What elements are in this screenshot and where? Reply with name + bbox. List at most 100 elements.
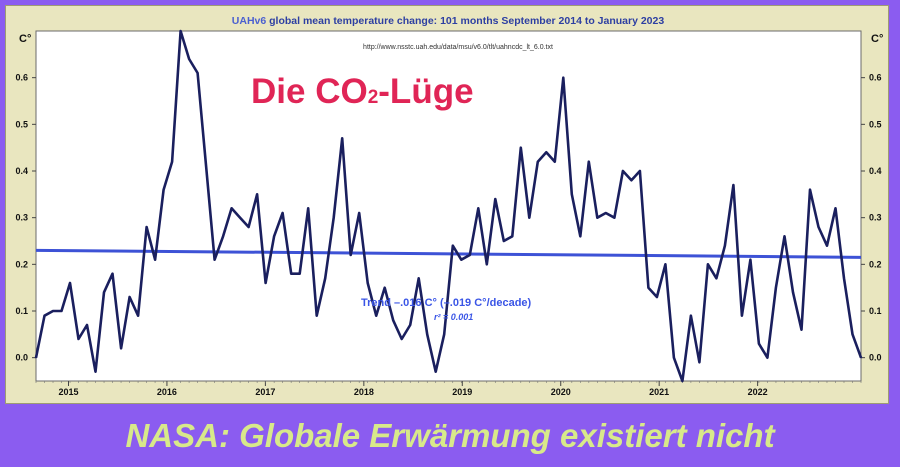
data-point [298,272,301,275]
data-point [205,165,207,168]
data-point [528,216,531,219]
data-point [171,160,173,163]
data-point [52,310,54,312]
data-point [366,282,369,284]
data-point [145,226,148,228]
data-point [120,347,122,350]
data-point [460,258,463,261]
trend-label: Trend –.016 C° (–.019 C°/decade) [361,297,532,309]
data-point [622,170,624,172]
plot-area [35,30,862,382]
chart-title-brand: UAHv6 [231,15,267,27]
y-tick-label-left: 0.2 [15,259,28,269]
data-point [732,184,735,186]
y-tick-label-right: 0.0 [869,353,882,363]
x-tick-label: 2017 [255,387,275,397]
data-point [639,170,641,172]
data-point [690,314,692,317]
data-point [834,207,837,210]
y-tick-label-right: 0.1 [869,306,882,316]
data-point [673,356,675,359]
x-tick-label: 2019 [452,387,472,397]
data-point [630,179,633,182]
data-point [307,207,309,210]
data-point [571,193,573,196]
data-point [103,291,105,294]
data-point [222,235,224,238]
data-point [409,324,412,326]
x-tick-label: 2015 [58,387,78,397]
data-point [358,212,360,214]
y-tick-label-left: 0.0 [15,353,28,363]
data-point [562,76,565,79]
data-point [273,235,275,238]
data-point [800,328,803,331]
x-tick-label: 2020 [551,387,571,397]
y-tick-label-right: 0.4 [869,166,882,176]
data-point [375,314,378,317]
data-point [647,286,650,289]
y-unit-right: C° [871,33,884,45]
data-point [715,277,718,280]
overlay-title-end: -Lüge [378,72,474,111]
data-point [698,361,701,364]
data-point [707,263,709,266]
data-point [86,324,88,326]
data-point [511,235,514,238]
y-tick-label-right: 0.2 [869,259,882,269]
data-point [111,272,114,275]
chart-title-text: global mean temperature change: 101 mont… [266,15,665,27]
data-point [664,263,667,266]
data-point [60,310,63,312]
data-point [239,216,241,219]
data-point [154,258,156,261]
data-point [817,226,820,228]
y-tick-label-left: 0.5 [15,119,28,129]
x-tick-label: 2021 [649,387,669,397]
data-point [502,240,505,242]
data-point [341,137,343,140]
data-point [579,235,582,238]
temperature-series-line [34,29,863,383]
data-point [69,282,71,284]
x-tick-label: 2016 [157,387,177,397]
data-point [179,30,182,32]
data-point [741,314,743,317]
y-tick-label-left: 0.6 [15,73,28,83]
data-point [324,277,326,280]
data-point [256,193,258,196]
data-point [545,151,548,154]
chart-title: UAHv6 global mean temperature change: 10… [6,15,890,27]
overlay-title: Die CO2-Lüge [251,72,474,112]
data-point [332,216,335,219]
data-point [247,226,250,228]
data-point [613,216,616,219]
data-point [596,216,599,219]
data-point [656,296,658,298]
data-point [860,356,862,359]
data-point [792,291,794,294]
data-point [468,254,471,256]
data-point [128,296,131,298]
x-tick-label: 2018 [354,387,374,397]
data-point [783,235,786,238]
data-point [426,333,429,336]
data-point [681,380,684,382]
data-point [281,212,284,214]
data-point [766,356,769,359]
data-point [392,319,395,322]
data-point [809,188,811,191]
data-point [554,160,556,163]
y-tick-label-right: 0.3 [869,213,882,223]
data-point [213,258,216,261]
y-tick-label-left: 0.1 [15,306,28,316]
data-point [315,314,318,317]
data-point [188,58,190,60]
data-point [196,72,199,74]
chart-svg: 0.0 0.0 0.1 0.1 0.2 0.2 0.3 0.3 0.4 0.4 0.5 0.5 0.6 0… [15,29,882,397]
data-point [485,263,488,266]
data-point [443,333,446,336]
data-point [383,286,386,289]
y-unit-left: C° [19,33,32,45]
overlay-title-main: Die CO [251,72,368,111]
